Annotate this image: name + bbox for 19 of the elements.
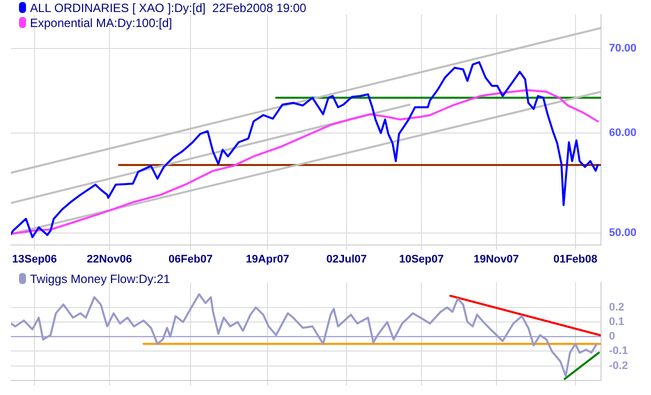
y-tick-label: 60.00 <box>609 127 637 140</box>
y-tick-label: 0 <box>609 330 616 343</box>
x-tick-label: 01Feb08 <box>553 254 598 266</box>
x-tick-label: 10Sep07 <box>399 254 444 266</box>
y-tick-label: 0.1 <box>609 316 624 328</box>
x-tick-label: 13Sep06 <box>12 254 57 266</box>
y-tick-label: 70.00 <box>609 42 637 55</box>
y-tick-label: -0.1 <box>609 345 628 358</box>
x-tick-label: 06Feb07 <box>168 254 213 266</box>
x-tick-label: 19Nov07 <box>474 254 519 266</box>
y-tick-label: 50.00 <box>609 226 637 239</box>
y-tick-label: -0.2 <box>609 360 628 372</box>
x-tick-label: 19Apr07 <box>246 254 290 266</box>
legend-label: Exponential MA:Dy:100:[d] <box>30 16 172 30</box>
y-tick-label: 0.2 <box>609 301 624 314</box>
x-tick-label: 22Nov06 <box>86 254 132 266</box>
x-tick-label: 02Jul07 <box>326 254 367 266</box>
legend-label: Twiggs Money Flow:Dy:21 <box>30 272 170 286</box>
legend-label: ALL ORDINARIES [ XAO ]:Dy:[d] 22Feb2008 19:00 <box>30 1 306 15</box>
